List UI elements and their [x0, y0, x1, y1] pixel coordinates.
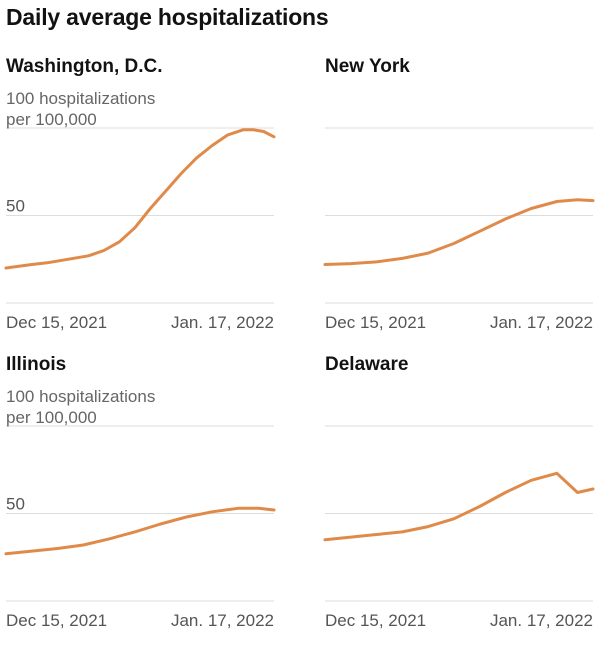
panel-title: Delaware [325, 354, 409, 375]
series-line [4, 506, 276, 556]
line-chart-plot: 50 Dec 15, 2021 Jan. 17, 2022 [4, 127, 276, 332]
x-tick-label: Dec 15, 2021 [6, 611, 107, 630]
panel-illinois: 50 Dec 15, 2021 Jan. 17, 2022 Illinois 100… [4, 354, 281, 654]
panel-washington-dc: 50 Dec 15, 2021 Jan. 17, 2022 Washington, … [4, 56, 281, 356]
series-line [4, 128, 276, 270]
y-tick-label-50: 50 [6, 495, 25, 514]
x-tick-label: Dec 15, 2021 [325, 313, 426, 332]
x-tick-label: Dec 15, 2021 [325, 611, 426, 630]
y-unit-label: 100 hospitalizations per 100,000 [6, 386, 155, 428]
panel-delaware: Dec 15, 2021 Jan. 17, 2022 Delaware [323, 354, 600, 654]
x-tick-label: Dec 15, 2021 [6, 313, 107, 332]
y-unit-line1: 100 hospitalizations [6, 387, 156, 406]
line-chart-plot: Dec 15, 2021 Jan. 17, 2022 [323, 425, 595, 630]
y-tick-label-50: 50 [6, 197, 25, 216]
x-tick-label: Jan. 17, 2022 [171, 611, 274, 630]
y-unit-label: 100 hospitalizations per 100,000 [6, 88, 155, 130]
x-tick-label: Jan. 17, 2022 [490, 313, 593, 332]
series-line [323, 198, 595, 266]
line-chart-plot: 50 Dec 15, 2021 Jan. 17, 2022 [4, 425, 276, 630]
panel-title: Illinois [6, 354, 67, 375]
y-unit-line1: 100 hospitalizations [6, 89, 156, 108]
series-line [323, 471, 595, 542]
line-chart-plot: Dec 15, 2021 Jan. 17, 2022 [323, 127, 595, 332]
panel-title: New York [325, 56, 410, 77]
panel-title: Washington, D.C. [6, 56, 163, 77]
x-tick-label: Jan. 17, 2022 [171, 313, 274, 332]
y-unit-line2: per 100,000 [6, 408, 97, 427]
chart-main-title: Daily average hospitalizations [6, 4, 329, 30]
panel-new-york: Dec 15, 2021 Jan. 17, 2022 New York [323, 56, 600, 356]
y-unit-line2: per 100,000 [6, 110, 97, 129]
x-tick-label: Jan. 17, 2022 [490, 611, 593, 630]
